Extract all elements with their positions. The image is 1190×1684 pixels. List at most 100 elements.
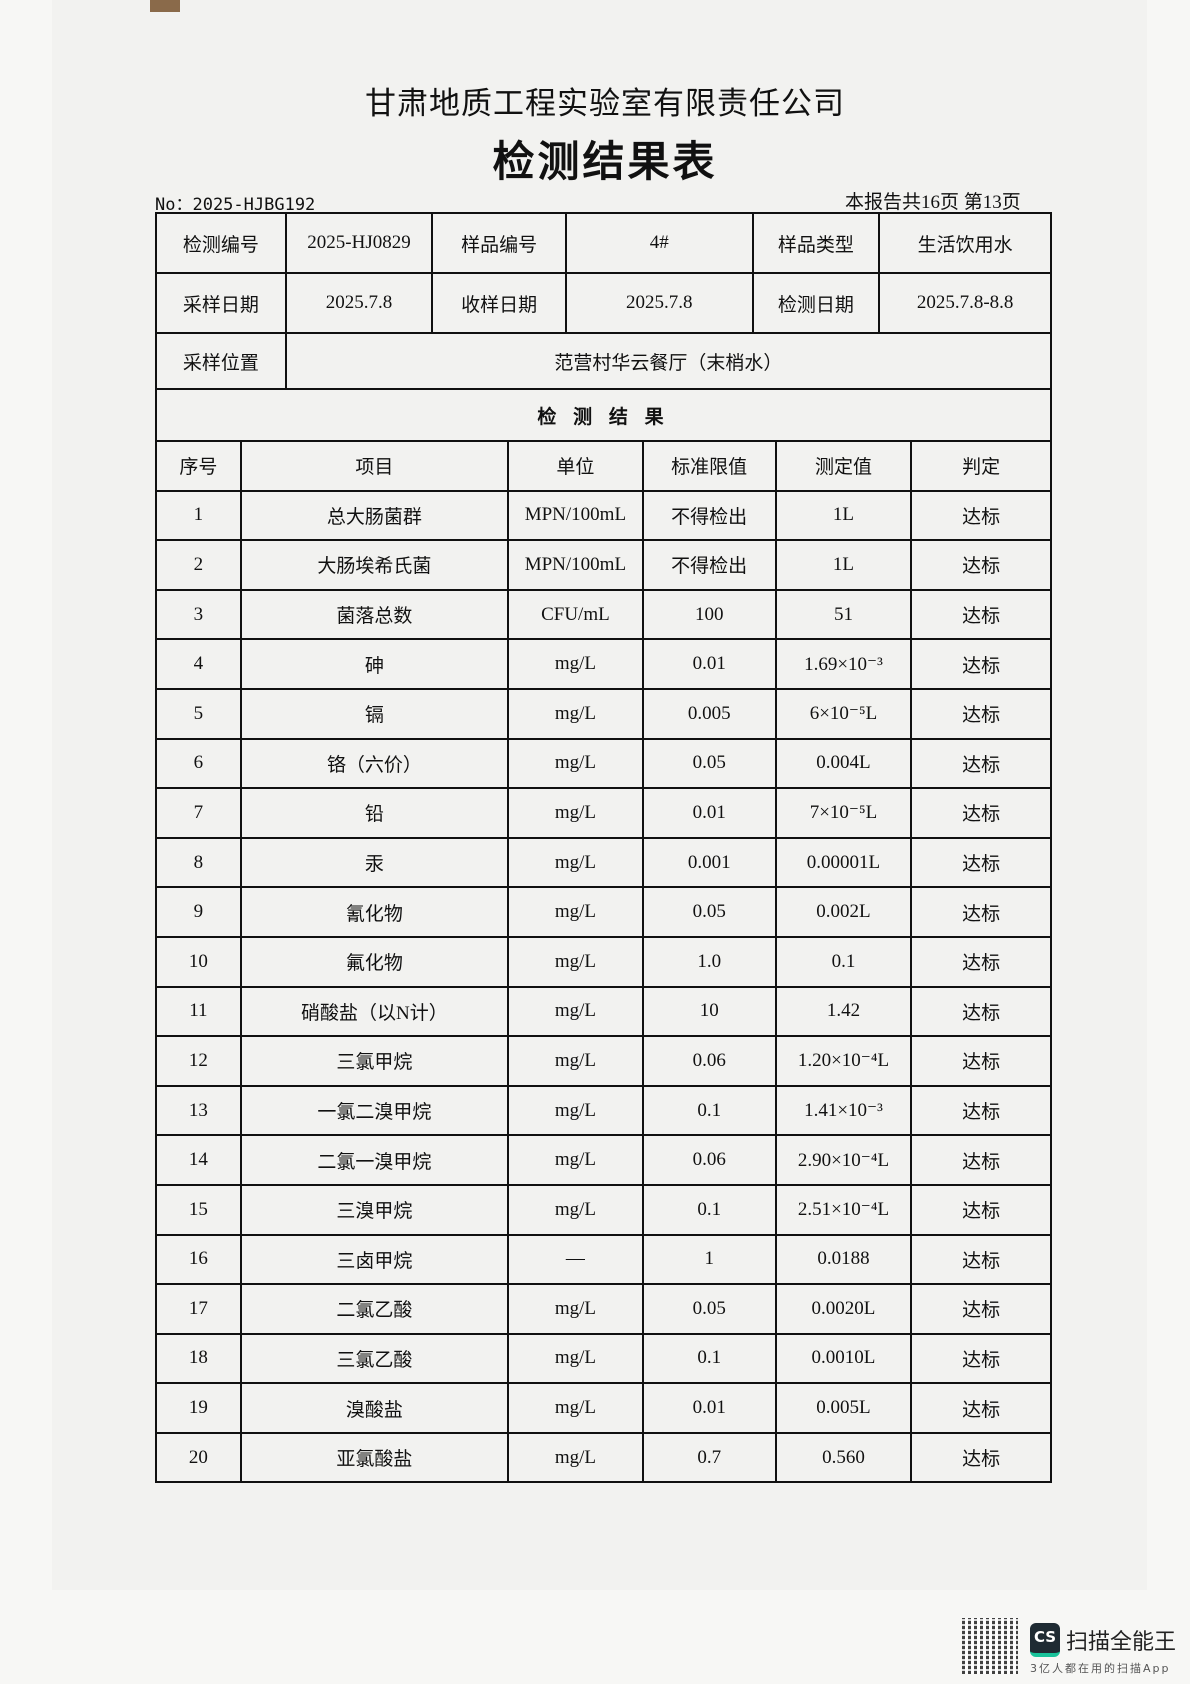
cell-verdict: 达标 [910, 489, 1052, 542]
watermark-slogan: 3亿人都在用的扫描App [1030, 1662, 1171, 1675]
cell-measured: 0.0010L [774, 1332, 913, 1385]
camscanner-logo: CS [1030, 1623, 1060, 1657]
cell-index: 18 [155, 1332, 242, 1385]
cell-limit: 0.06 [641, 1134, 777, 1186]
cell-index: 8 [155, 836, 242, 889]
cell-item: 三氯乙酸 [239, 1332, 509, 1385]
cell-measured: 1.41×10⁻³ [774, 1084, 913, 1137]
cell-limit: 0.1 [641, 1332, 777, 1385]
table-row: 17 二氯乙酸 mg/L 0.05 0.0020L 达标 [155, 1283, 1052, 1335]
table-row: 1 总大肠菌群 MPN/100mL 不得检出 1L 达标 [155, 489, 1052, 542]
cell-measured: 0.004L [774, 737, 913, 790]
cell-index: 10 [155, 935, 242, 988]
cell-item: 总大肠菌群 [239, 489, 509, 542]
table-row: 12 三氯甲烷 mg/L 0.06 1.20×10⁻⁴L 达标 [155, 1035, 1052, 1087]
cell-measured: 2.51×10⁻⁴L [774, 1183, 913, 1236]
cell-unit: mg/L [506, 836, 644, 889]
table-row: 16 三卤甲烷 —1 0.0188 达标 [155, 1233, 1052, 1286]
label-test-no: 检测编号 [155, 212, 287, 274]
cell-item: 三卤甲烷 [239, 1233, 509, 1286]
value-location: 范营村华云餐厅（末梢水） [284, 332, 1053, 390]
cell-limit: 100 [641, 588, 777, 641]
cell-unit: mg/L [506, 1134, 644, 1186]
label-test-date: 检测日期 [751, 272, 881, 334]
header-col-verdict: 判定 [910, 440, 1052, 492]
table-row: 4 砷 mg/L 0.01 1.69×10⁻³ 达标 [155, 638, 1052, 690]
cell-unit: mg/L [506, 886, 644, 938]
table-row: 9 氰化物 mg/L 0.05 0.002L 达标 [155, 886, 1052, 938]
cell-item: 菌落总数 [239, 588, 509, 641]
cell-measured: 1.20×10⁻⁴L [774, 1035, 913, 1087]
header-col-unit: 单位 [506, 440, 644, 492]
label-sampling-date: 采样日期 [155, 272, 287, 334]
table-row: 7 铅 mg/L 0.01 7×10⁻⁵L 达标 [155, 787, 1052, 839]
value-test-date: 2025.7.8-8.8 [878, 272, 1052, 334]
header-col-measured: 测定值 [774, 440, 913, 492]
watermark-brand: 扫描全能王 [1066, 1630, 1177, 1655]
cell-unit: MPN/100mL [506, 489, 644, 542]
cell-limit: 0.05 [641, 886, 777, 938]
cell-item: 二氯乙酸 [239, 1283, 509, 1335]
cell-verdict: 达标 [910, 1233, 1052, 1286]
table-row: 19 溴酸盐 mg/L 0.01 0.005L 达标 [155, 1382, 1052, 1434]
label-sample-no: 样品编号 [431, 212, 567, 274]
cell-limit: 10 [641, 985, 777, 1038]
cell-index: 14 [155, 1134, 242, 1186]
cell-verdict: 达标 [910, 588, 1052, 641]
cell-measured: 7×10⁻⁵L [774, 787, 913, 839]
cell-item: 三氯甲烷 [239, 1035, 509, 1087]
cell-unit: mg/L [506, 1035, 644, 1087]
cell-item: 铬（六价） [239, 737, 509, 790]
page-info: 本报告共16页 第13页 [845, 192, 1021, 213]
cell-item: 一氯二溴甲烷 [239, 1084, 509, 1137]
cell-verdict: 达标 [910, 886, 1052, 938]
cell-item: 三溴甲烷 [239, 1183, 509, 1236]
results-table: 检 测 结 果 序号 项目 单位 标准限值 测定值 判定 1 总大肠菌群 MPN/100mL 不… [155, 388, 1052, 1484]
cell-verdict: 达标 [910, 1382, 1052, 1434]
value-sample-type: 生活饮用水 [878, 212, 1052, 274]
report-number: No：2025-HJBG192 [155, 195, 316, 215]
cell-measured: 2.90×10⁻⁴L [774, 1134, 913, 1186]
value-receive-date: 2025.7.8 [565, 272, 754, 334]
cell-unit: mg/L [506, 1332, 644, 1385]
cell-unit: mg/L [506, 687, 644, 740]
scan-edge [150, 0, 180, 12]
cell-unit: mg/L [506, 935, 644, 988]
cell-unit: mg/L [506, 1183, 644, 1236]
cell-verdict: 达标 [910, 985, 1052, 1038]
header-col-item: 项目 [239, 440, 509, 492]
cell-index: 16 [155, 1233, 242, 1286]
table-row: 3 菌落总数 CFU/mL 100 51 达标 [155, 588, 1052, 641]
cell-unit: mg/L [506, 638, 644, 690]
cell-unit: mg/L [506, 737, 644, 790]
cell-limit: 0.01 [641, 638, 777, 690]
cell-index: 9 [155, 886, 242, 938]
cell-measured: 1L [774, 539, 913, 591]
cell-limit: 0.1 [641, 1084, 777, 1137]
table-row: 13 一氯二溴甲烷 mg/L 0.1 1.41×10⁻³ 达标 [155, 1084, 1052, 1137]
cell-item: 氟化物 [239, 935, 509, 988]
cell-measured: 0.0020L [774, 1283, 913, 1335]
cell-unit: mg/L [506, 787, 644, 839]
cell-verdict: 达标 [910, 638, 1052, 690]
label-receive-date: 收样日期 [431, 272, 567, 334]
header-col-index: 序号 [155, 440, 242, 492]
cell-limit: 不得检出 [641, 489, 777, 542]
cell-item: 砷 [239, 638, 509, 690]
cell-limit: 0.7 [641, 1431, 777, 1484]
results-header-row: 序号 项目 单位 标准限值 测定值 判定 [155, 440, 1052, 492]
cell-verdict: 达标 [910, 539, 1052, 591]
cell-unit: mg/L [506, 985, 644, 1038]
cell-index: 7 [155, 787, 242, 839]
cell-index: 5 [155, 687, 242, 740]
cell-index: 2 [155, 539, 242, 591]
cell-item: 镉 [239, 687, 509, 740]
cell-verdict: 达标 [910, 787, 1052, 839]
cell-item: 溴酸盐 [239, 1382, 509, 1434]
cell-index: 6 [155, 737, 242, 790]
cell-limit: 0.001 [641, 836, 777, 889]
cell-verdict: 达标 [910, 1084, 1052, 1137]
cell-unit: mg/L [506, 1283, 644, 1335]
cell-index: 13 [155, 1084, 242, 1137]
